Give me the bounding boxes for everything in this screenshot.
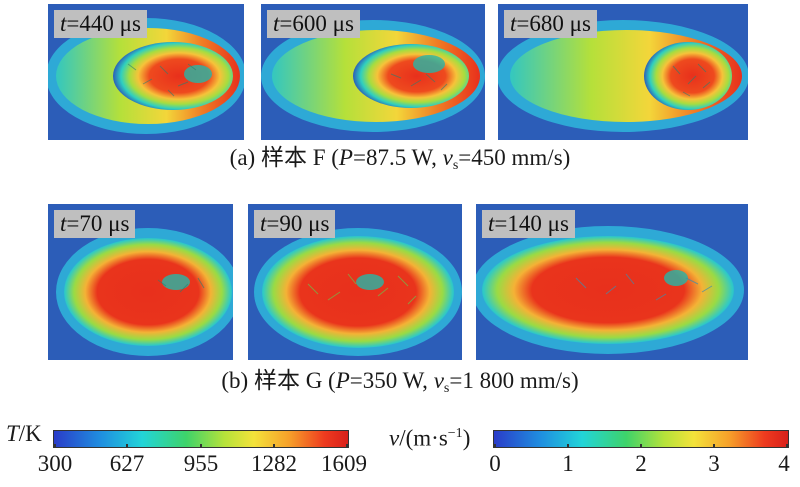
temperature-colorbar-title: T/K (6, 421, 42, 446)
velocity-tick-label: 3 (708, 451, 720, 476)
temperature-tick-label: 1282 (251, 451, 297, 476)
panel-b2: t=90 μs (248, 204, 462, 360)
temperature-tick-label: 1609 (321, 451, 367, 476)
caption-b: (b) 样本 G (P=350 W, vs=1 800 mm/s) (221, 368, 579, 396)
velocity-tick (567, 444, 569, 448)
caption-a: (a) 样本 F (P=87.5 W, vs=450 mm/s) (229, 145, 571, 173)
velocity-tick (786, 444, 788, 448)
time-label: t=440 μs (54, 10, 147, 38)
temperature-tick-label: 627 (109, 451, 145, 476)
velocity-tick-label: 1 (562, 451, 574, 476)
melt-pool-image (261, 4, 485, 140)
velocity-tick (713, 444, 715, 448)
temperature-tick-label: 955 (183, 451, 219, 476)
temperature-tick (273, 444, 275, 448)
time-label: t=90 μs (254, 210, 336, 238)
time-label: t=680 μs (504, 10, 597, 38)
velocity-colorbar-title: v/(m·s−1) (389, 425, 471, 451)
panel-a3: t=680 μs (498, 4, 748, 140)
time-label: t=140 μs (482, 210, 575, 238)
panel-b1: t=70 μs (48, 204, 233, 360)
velocity-tick (494, 444, 496, 448)
velocity-tick (640, 444, 642, 448)
melt-pool-image (476, 204, 748, 360)
velocity-tick-label: 4 (778, 451, 790, 476)
panel-b3: t=140 μs (476, 204, 748, 360)
time-label: t=70 μs (54, 210, 136, 238)
velocity-tick-label: 2 (635, 451, 647, 476)
temperature-tick (54, 444, 56, 448)
temperature-tick (126, 444, 128, 448)
temperature-tick (200, 444, 202, 448)
velocity-tick-label: 0 (489, 451, 501, 476)
temperature-tick (346, 444, 348, 448)
temperature-tick-label: 300 (37, 451, 73, 476)
melt-pool-image (48, 204, 233, 360)
time-label: t=600 μs (267, 10, 360, 38)
panel-a2: t=600 μs (261, 4, 485, 140)
panel-a1: t=440 μs (48, 4, 244, 140)
